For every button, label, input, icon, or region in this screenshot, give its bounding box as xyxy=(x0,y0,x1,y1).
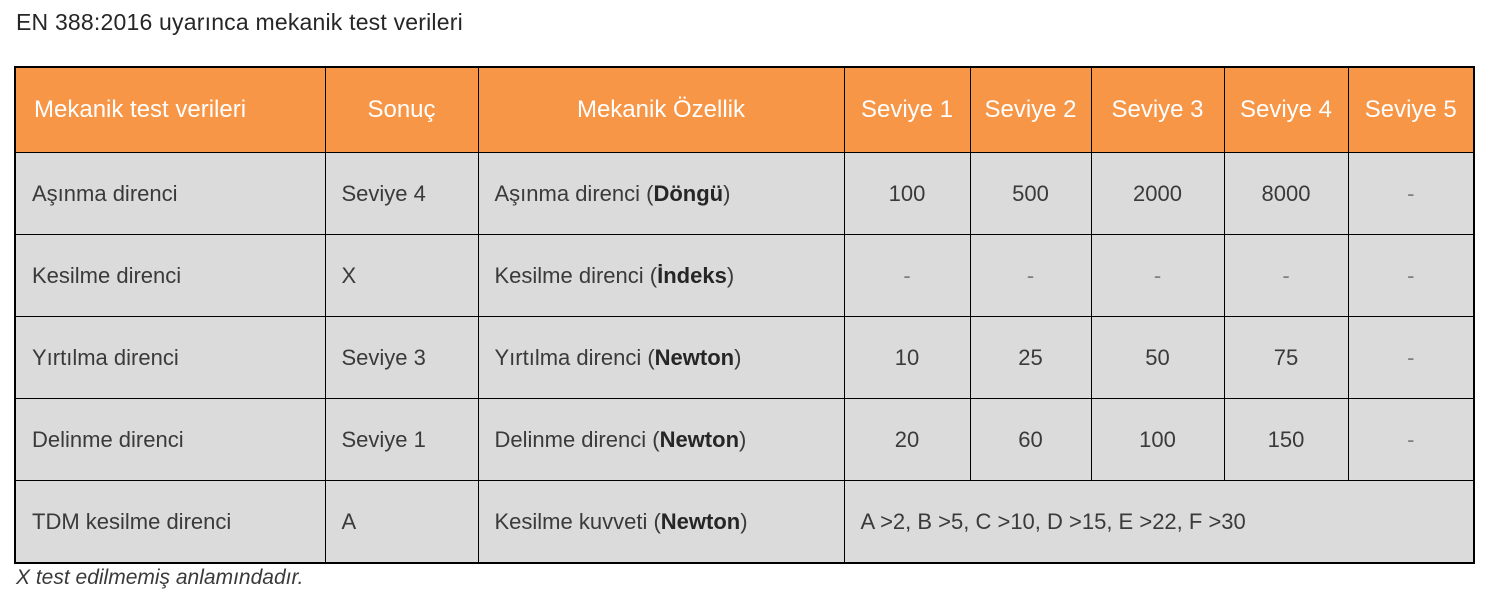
cell-property-post: ) xyxy=(726,262,735,288)
table-row: TDM kesilme direnci A Kesilme kuvveti (New… xyxy=(14,480,1475,564)
header-cell-mekanik-ozellik: Mekanik Özellik xyxy=(477,66,845,153)
cell-result: Seviye 1 xyxy=(324,398,479,481)
cell-property-pre: Aşınma direnci ( xyxy=(494,180,654,206)
cell-property-pre: Kesilme kuvveti ( xyxy=(494,508,661,534)
cell-result: A xyxy=(324,480,479,564)
cell-level-value: 25 xyxy=(969,316,1092,399)
table-row: Aşınma direnci Seviye 4 Aşınma direnci (Dö… xyxy=(14,152,1475,235)
cell-property: Delinme direnci (Newton) xyxy=(477,398,845,481)
cell-level-value: 150 xyxy=(1223,398,1349,481)
footnote: X test edilmemiş anlamındadır. xyxy=(16,566,304,589)
page-title: EN 388:2016 uyarınca mekanik test verile… xyxy=(16,9,463,35)
cell-property: Kesilme direnci (İndeks) xyxy=(477,234,845,317)
cell-property-post: ) xyxy=(740,508,748,534)
cell-level-value: - xyxy=(1347,398,1475,481)
cell-level-value: 500 xyxy=(969,152,1092,235)
cell-level-span: A >2, B >5, C >10, D >15, E >22, F >30 xyxy=(843,480,1475,564)
header-cell-seviye-3: Seviye 3 xyxy=(1090,66,1225,153)
cell-level-value: 75 xyxy=(1223,316,1349,399)
table-header-row: Mekanik test verileri Sonuç Mekanik Özelli… xyxy=(14,66,1475,153)
cell-test-name: Delinme direnci xyxy=(14,398,326,481)
cell-level-value: - xyxy=(843,234,971,317)
header-cell-seviye-1: Seviye 1 xyxy=(843,66,971,153)
cell-property-pre: Yırtılma direnci ( xyxy=(494,344,655,370)
cell-level-value: 20 xyxy=(843,398,971,481)
table-row: Yırtılma direnci Seviye 3 Yırtılma direnci… xyxy=(14,316,1475,399)
cell-test-name: Kesilme direnci xyxy=(14,234,326,317)
header-cell-seviye-5: Seviye 5 xyxy=(1347,66,1475,153)
header-cell-seviye-2: Seviye 2 xyxy=(969,66,1092,153)
cell-result: Seviye 4 xyxy=(324,152,479,235)
cell-property-bold: Newton xyxy=(659,426,740,452)
cell-result: X xyxy=(324,234,479,317)
cell-level-value: - xyxy=(1347,234,1475,317)
cell-test-name: Aşınma direnci xyxy=(14,152,326,235)
cell-level-value: - xyxy=(1347,152,1475,235)
cell-property-post: ) xyxy=(734,344,742,370)
cell-property: Kesilme kuvveti (Newton) xyxy=(477,480,845,564)
cell-level-value: 60 xyxy=(969,398,1092,481)
cell-property-bold: Newton xyxy=(654,344,735,370)
cell-property-pre: Kesilme direnci ( xyxy=(494,262,658,288)
cell-level-value: - xyxy=(1090,234,1225,317)
table-row: Delinme direnci Seviye 1 Delinme direnci (… xyxy=(14,398,1475,481)
cell-property-bold: Döngü xyxy=(653,180,724,206)
cell-property-pre: Delinme direnci ( xyxy=(494,426,660,452)
cell-property-post: ) xyxy=(723,180,731,206)
cell-property-post: ) xyxy=(739,426,747,452)
mechanical-test-table: Mekanik test verileri Sonuç Mekanik Özelli… xyxy=(14,66,1475,564)
header-cell-seviye-4: Seviye 4 xyxy=(1223,66,1349,153)
cell-level-value: 10 xyxy=(843,316,971,399)
cell-level-value: 100 xyxy=(843,152,971,235)
cell-level-value: 2000 xyxy=(1090,152,1225,235)
cell-property-bold: Newton xyxy=(660,508,741,534)
cell-property: Aşınma direnci (Döngü) xyxy=(477,152,845,235)
cell-test-name: TDM kesilme direnci xyxy=(14,480,326,564)
table-row: Kesilme direnci X Kesilme direnci (İndeks)… xyxy=(14,234,1475,317)
cell-test-name: Yırtılma direnci xyxy=(14,316,326,399)
cell-level-value: 50 xyxy=(1090,316,1225,399)
cell-level-value: 100 xyxy=(1090,398,1225,481)
cell-level-value: - xyxy=(969,234,1092,317)
header-cell-test-verileri: Mekanik test verileri xyxy=(14,66,326,153)
cell-level-value: - xyxy=(1223,234,1349,317)
cell-property-bold: İndeks xyxy=(657,262,727,288)
cell-level-value: 8000 xyxy=(1223,152,1349,235)
header-cell-sonuc: Sonuç xyxy=(324,66,479,153)
cell-level-value: - xyxy=(1347,316,1475,399)
cell-property: Yırtılma direnci (Newton) xyxy=(477,316,845,399)
cell-result: Seviye 3 xyxy=(324,316,479,399)
